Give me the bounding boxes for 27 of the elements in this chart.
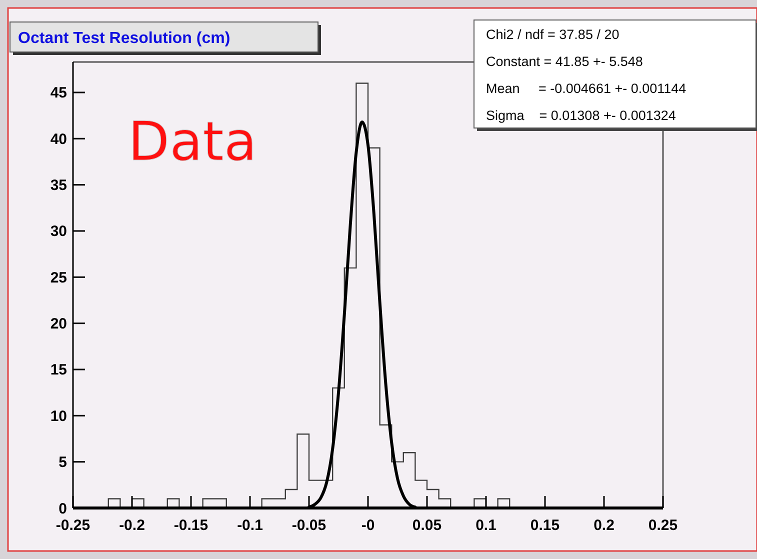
x-tick-label: -0.05 bbox=[292, 517, 326, 534]
x-tick-label: 0.25 bbox=[648, 517, 678, 534]
y-tick-label: 40 bbox=[50, 130, 67, 148]
x-tick-label: -0.25 bbox=[56, 517, 90, 534]
text: Chi2 / ndf = 37.85 / 20 bbox=[486, 27, 620, 42]
y-tick-label: 45 bbox=[50, 84, 67, 102]
y-tick-label: 5 bbox=[58, 454, 67, 472]
annotation: Mean = -0.004661 +- 0.001144 bbox=[486, 81, 687, 96]
y-tick-label: 35 bbox=[50, 177, 67, 194]
y-tick-label: 10 bbox=[50, 408, 67, 425]
annotation: Constant = 41.85 +- 5.548 bbox=[486, 54, 643, 69]
x-tick-label: -0.1 bbox=[237, 517, 263, 534]
y-tick-label: 15 bbox=[50, 362, 67, 379]
annotation: Data bbox=[128, 110, 257, 173]
x-tick-label: 0.2 bbox=[594, 517, 614, 534]
y-tick-label: 20 bbox=[50, 316, 67, 333]
x-tick-label: -0.15 bbox=[174, 517, 208, 534]
chart-title: Octant Test Resolution (cm) bbox=[18, 30, 230, 47]
x-tick-label: 0.15 bbox=[530, 517, 560, 534]
y-tick-label: 25 bbox=[50, 269, 67, 286]
y-tick-label: 30 bbox=[50, 223, 67, 240]
x-tick-label: 0.1 bbox=[476, 517, 496, 534]
x-tick-label: -0 bbox=[361, 517, 375, 534]
x-tick-label: -0.2 bbox=[119, 517, 145, 534]
x-tick-label: 0.05 bbox=[412, 517, 442, 534]
annotation: Sigma = 0.01308 +- 0.001324 bbox=[486, 108, 676, 123]
y-tick-label: 0 bbox=[58, 500, 67, 518]
